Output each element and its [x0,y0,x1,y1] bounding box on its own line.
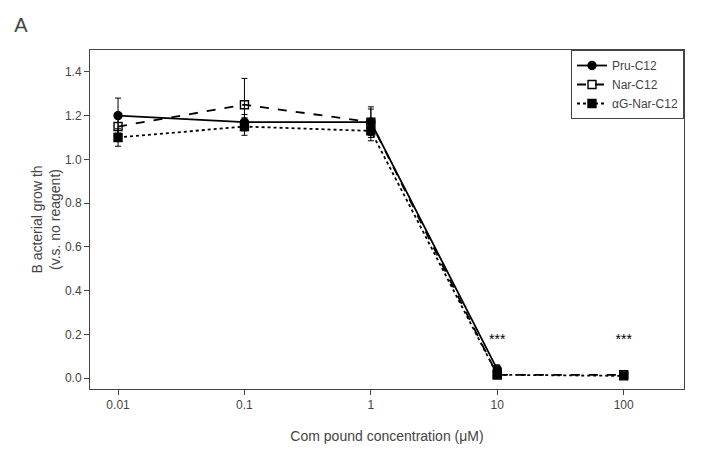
svg-text:1.0: 1.0 [65,153,82,167]
svg-text:0.01: 0.01 [106,398,130,412]
svg-text:0.6: 0.6 [65,240,82,254]
svg-text:αG-Nar-C12: αG-Nar-C12 [612,97,678,111]
svg-text:0.2: 0.2 [65,328,82,342]
svg-text:***: *** [489,331,506,347]
svg-text:B acterial grow th(v.s. no rea: B acterial grow th(v.s. no reagent) [29,165,63,273]
svg-text:1.4: 1.4 [65,65,82,79]
svg-text:Com pound concentration (μM): Com pound concentration (μM) [290,428,483,444]
svg-text:A: A [14,14,28,36]
svg-text:0.1: 0.1 [236,398,253,412]
svg-text:10: 10 [491,398,505,412]
svg-text:1: 1 [368,398,375,412]
svg-text:***: *** [616,331,633,347]
svg-text:Pru-C12: Pru-C12 [612,59,657,73]
svg-text:0.4: 0.4 [65,284,82,298]
svg-text:Nar-C12: Nar-C12 [612,78,658,92]
svg-text:1.2: 1.2 [65,109,82,123]
svg-text:0.0: 0.0 [65,371,82,385]
svg-text:100: 100 [614,398,634,412]
svg-text:0.8: 0.8 [65,196,82,210]
